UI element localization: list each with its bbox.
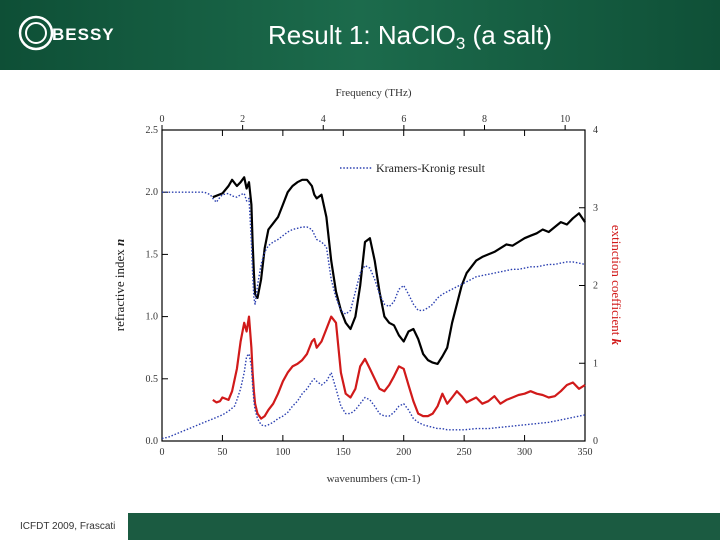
x-tick-label: 150 — [336, 447, 351, 458]
bessy-logo-icon: BESSY — [18, 15, 115, 51]
y-right-axis-label: extinction coefficient k — [609, 225, 624, 346]
legend-label: Kramers-Kronig result — [376, 161, 486, 175]
slide-header: BESSY Result 1: NaClO3 (a salt) — [0, 0, 720, 70]
x-tick-label: 250 — [457, 447, 472, 458]
series-line-0 — [212, 176, 586, 365]
y-left-tick-label: 2.5 — [146, 125, 159, 136]
y-right-tick-label: 2 — [593, 281, 598, 292]
top-tick-label: 8 — [482, 114, 487, 125]
x-tick-label: 300 — [517, 447, 532, 458]
top-tick-label: 4 — [321, 114, 326, 125]
logo-text: BESSY — [52, 25, 115, 44]
series-line-2 — [212, 315, 586, 420]
y-right-tick-label: 0 — [593, 436, 598, 447]
top-tick-label: 10 — [560, 114, 570, 125]
y-right-tick-label: 1 — [593, 358, 598, 369]
x-tick-label: 100 — [275, 447, 290, 458]
top-tick-label: 6 — [401, 114, 406, 125]
y-right-tick-label: 3 — [593, 203, 598, 214]
y-left-axis-label: refractive index n — [112, 239, 127, 331]
x-axis-label: wavenumbers (cm-1) — [327, 473, 421, 485]
y-left-tick-label: 1.0 — [146, 312, 159, 323]
slide-footer: ICFDT 2009, Frascati — [0, 513, 720, 540]
top-tick-label: 2 — [240, 114, 245, 125]
top-axis-label: Frequency (THz) — [335, 87, 411, 99]
top-tick-label: 0 — [160, 114, 165, 125]
series-line-1 — [162, 191, 586, 315]
y-left-tick-label: 2.0 — [146, 187, 159, 198]
x-tick-label: 200 — [396, 447, 411, 458]
footer-text: ICFDT 2009, Frascati — [20, 521, 116, 532]
x-tick-label: 350 — [578, 447, 593, 458]
slide-title: Result 1: NaClO3 (a salt) — [268, 20, 552, 53]
x-tick-label: 50 — [217, 447, 227, 458]
y-left-tick-label: 0.5 — [146, 374, 159, 385]
series-line-3 — [161, 353, 586, 440]
x-tick-label: 0 — [160, 447, 165, 458]
y-left-tick-label: 0.0 — [146, 436, 159, 447]
y-left-tick-label: 1.5 — [146, 249, 159, 260]
y-right-tick-label: 4 — [593, 125, 598, 136]
